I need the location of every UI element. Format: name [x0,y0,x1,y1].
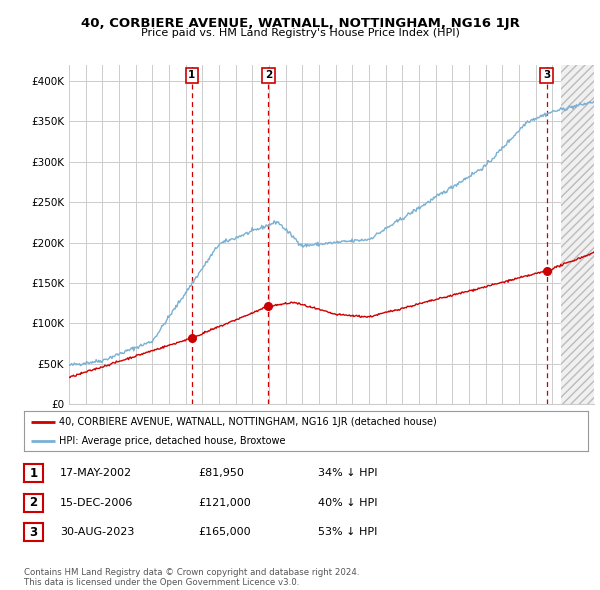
Text: 1: 1 [29,467,38,480]
Text: 53% ↓ HPI: 53% ↓ HPI [318,527,377,537]
Text: 2: 2 [265,70,272,80]
Text: Price paid vs. HM Land Registry's House Price Index (HPI): Price paid vs. HM Land Registry's House … [140,28,460,38]
Text: 3: 3 [543,70,550,80]
Text: 1: 1 [188,70,196,80]
Text: 40% ↓ HPI: 40% ↓ HPI [318,498,377,507]
Text: HPI: Average price, detached house, Broxtowe: HPI: Average price, detached house, Brox… [59,435,286,445]
Text: 40, CORBIERE AVENUE, WATNALL, NOTTINGHAM, NG16 1JR (detached house): 40, CORBIERE AVENUE, WATNALL, NOTTINGHAM… [59,417,437,427]
Text: 17-MAY-2002: 17-MAY-2002 [60,468,132,478]
Text: 30-AUG-2023: 30-AUG-2023 [60,527,134,537]
Text: 15-DEC-2006: 15-DEC-2006 [60,498,133,507]
Text: Contains HM Land Registry data © Crown copyright and database right 2024.
This d: Contains HM Land Registry data © Crown c… [24,568,359,587]
Text: £81,950: £81,950 [198,468,244,478]
Text: 2: 2 [29,496,38,509]
Text: £165,000: £165,000 [198,527,251,537]
Text: 40, CORBIERE AVENUE, WATNALL, NOTTINGHAM, NG16 1JR: 40, CORBIERE AVENUE, WATNALL, NOTTINGHAM… [80,17,520,30]
Text: 34% ↓ HPI: 34% ↓ HPI [318,468,377,478]
Bar [560,57,600,404]
Text: 3: 3 [29,526,38,539]
Text: £121,000: £121,000 [198,498,251,507]
